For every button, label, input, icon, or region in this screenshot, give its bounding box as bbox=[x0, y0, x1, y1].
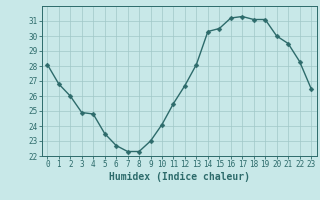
X-axis label: Humidex (Indice chaleur): Humidex (Indice chaleur) bbox=[109, 172, 250, 182]
